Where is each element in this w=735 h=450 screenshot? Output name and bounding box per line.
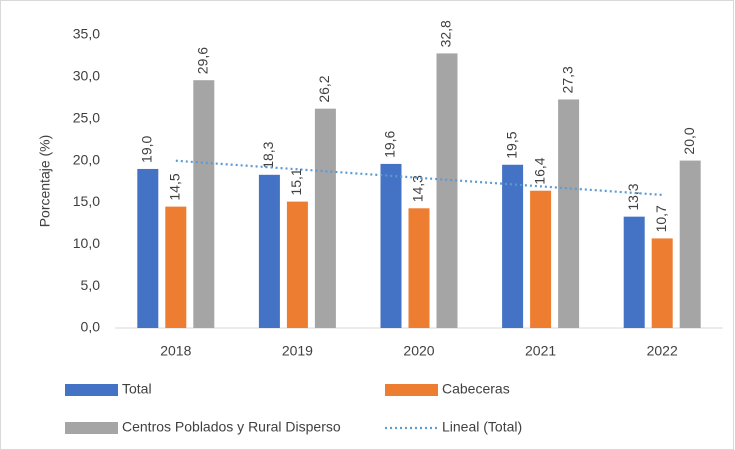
bar bbox=[502, 164, 524, 328]
x-tick-label: 2022 bbox=[647, 343, 678, 359]
legend-swatch bbox=[65, 422, 118, 434]
bar bbox=[165, 206, 187, 328]
data-label: 13,3 bbox=[625, 183, 641, 210]
data-label: 27,3 bbox=[559, 66, 575, 93]
data-label: 14,5 bbox=[167, 173, 183, 200]
y-tick-label: 30,0 bbox=[73, 68, 100, 84]
legend-swatch bbox=[65, 384, 118, 396]
data-label: 16,4 bbox=[531, 157, 547, 184]
legend-label: Centros Poblados y Rural Disperso bbox=[122, 419, 341, 435]
legend-label: Cabeceras bbox=[442, 381, 510, 397]
bar bbox=[314, 108, 336, 328]
y-tick-label: 25,0 bbox=[73, 109, 100, 125]
bar bbox=[679, 160, 701, 328]
bar bbox=[558, 99, 580, 329]
y-tick-label: 35,0 bbox=[73, 26, 100, 42]
bar bbox=[623, 216, 645, 328]
data-label: 18,3 bbox=[260, 141, 276, 168]
bar bbox=[286, 201, 308, 328]
bar bbox=[530, 190, 552, 328]
data-label: 29,6 bbox=[195, 47, 211, 74]
y-tick-label: 5,0 bbox=[81, 277, 101, 293]
y-tick-label: 20,0 bbox=[73, 151, 100, 167]
bar bbox=[193, 80, 215, 328]
data-label: 10,7 bbox=[653, 205, 669, 232]
data-label: 32,8 bbox=[438, 20, 454, 47]
data-label: 26,2 bbox=[316, 75, 332, 102]
data-label: 19,6 bbox=[382, 130, 398, 157]
trendline bbox=[175, 159, 663, 196]
data-label: 19,0 bbox=[139, 135, 155, 162]
legend-label: Lineal (Total) bbox=[442, 419, 522, 435]
data-label: 15,1 bbox=[288, 168, 304, 195]
bar bbox=[436, 53, 458, 328]
y-tick-label: 10,0 bbox=[73, 235, 100, 251]
x-tick-label: 2019 bbox=[282, 343, 313, 359]
x-tick-label: 2020 bbox=[403, 343, 434, 359]
data-label: 14,3 bbox=[410, 175, 426, 202]
legend-label: Total bbox=[122, 381, 152, 397]
y-axis-label: Porcentaje (%) bbox=[37, 135, 53, 228]
bar bbox=[137, 168, 159, 328]
bar bbox=[258, 174, 280, 328]
x-tick-label: 2018 bbox=[160, 343, 191, 359]
data-label: 20,0 bbox=[681, 127, 697, 154]
y-tick-label: 15,0 bbox=[73, 193, 100, 209]
bar bbox=[408, 208, 430, 328]
bar bbox=[380, 163, 402, 328]
x-tick-label: 2021 bbox=[525, 343, 556, 359]
bar bbox=[651, 238, 673, 328]
data-label: 19,5 bbox=[503, 131, 519, 158]
legend-swatch bbox=[385, 384, 438, 396]
y-tick-label: 0,0 bbox=[81, 319, 101, 335]
